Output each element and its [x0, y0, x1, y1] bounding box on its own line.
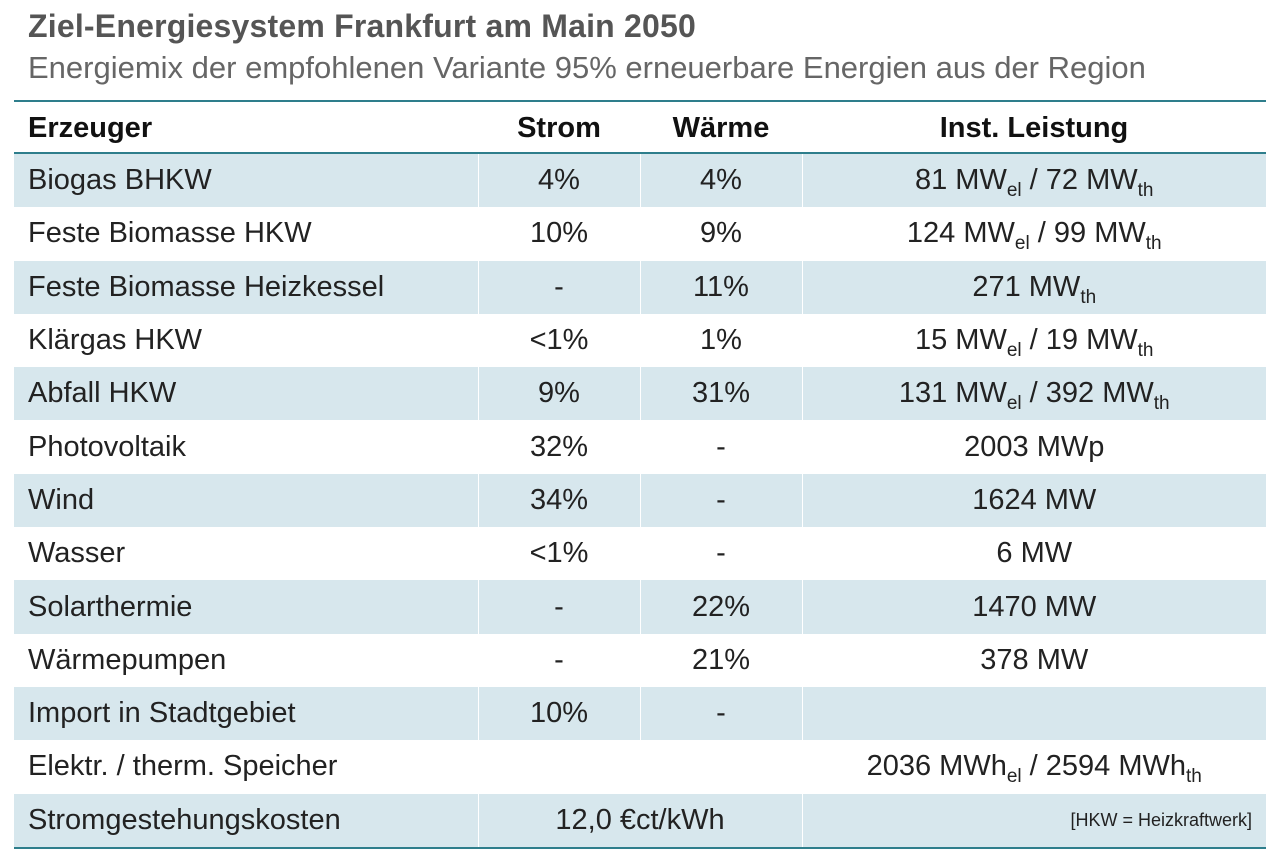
- header-waerme: Wärme: [640, 104, 802, 154]
- leistung-th-value: 19 MW: [1045, 324, 1138, 357]
- producer-cell: Feste Biomasse Heizkessel: [14, 260, 478, 314]
- producer-cell: Import in Stadtgebiet: [14, 686, 478, 741]
- leistung-separator: /: [1029, 217, 1054, 250]
- strom-cell: <1%: [477, 527, 640, 581]
- leistung-th-sub: th: [1137, 340, 1154, 362]
- table-row: Wasser <1% - 6 MW: [14, 527, 1266, 581]
- leistung-cell: 124 MWel / 99 MWth: [801, 207, 1266, 261]
- strom-cell: 10%: [477, 207, 640, 261]
- producer-cell: Wind: [14, 473, 478, 528]
- table-row: Solarthermie - 22% 1470 MW: [14, 580, 1266, 634]
- waerme-cell: -: [639, 473, 802, 528]
- leistung-cell: 15 MWel / 19 MWth: [801, 313, 1266, 368]
- header-strom: Strom: [478, 104, 640, 154]
- table-row: Wind 34% - 1624 MW: [14, 473, 1266, 528]
- cost-label: Stromgestehungskosten: [14, 793, 478, 849]
- abbreviation-note: [HKW = Heizkraftwerk]: [801, 793, 1266, 849]
- leistung-el-value: 124 MW: [906, 217, 1015, 250]
- leistung-cell: 1470 MW: [801, 580, 1266, 634]
- leistung-el-sub: el: [1006, 340, 1022, 362]
- waerme-cell: 31%: [639, 367, 802, 421]
- top-divider: [14, 100, 1266, 102]
- leistung-th-sub: th: [1137, 180, 1154, 202]
- waerme-cell: 21%: [639, 633, 802, 687]
- strom-cell: 10%: [477, 686, 640, 741]
- table-row: Feste Biomasse Heizkessel - 11% 271 MWth: [14, 260, 1266, 314]
- leistung-cell: 6 MW: [801, 527, 1266, 581]
- table-row: Klärgas HKW <1% 1% 15 MWel / 19 MWth: [14, 313, 1266, 368]
- strom-cell: 4%: [477, 153, 640, 208]
- leistung-el-sub: el: [1006, 766, 1022, 788]
- leistung-el-sub: el: [1006, 180, 1022, 202]
- strom-cell: <1%: [477, 313, 640, 368]
- leistung-th-value: 271 MW: [972, 270, 1081, 303]
- page-subtitle: Energiemix der empfohlenen Variante 95% …: [28, 50, 1146, 85]
- table-row: Feste Biomasse HKW 10% 9% 124 MWel / 99 …: [14, 207, 1266, 261]
- producer-cell: Klärgas HKW: [28, 324, 203, 357]
- leistung-separator: /: [1021, 377, 1046, 410]
- header-row: Erzeuger Strom Wärme Inst. Leistung: [14, 104, 1266, 154]
- leistung-th-value: 392 MW: [1045, 377, 1154, 410]
- leistung-el-value: 15 MW: [914, 324, 1007, 357]
- waerme-cell: -: [639, 686, 802, 741]
- leistung-th-value: 99 MW: [1053, 217, 1146, 250]
- leistung-separator: /: [1021, 324, 1046, 357]
- table-row: Biogas BHKW 4% 4% 81 MWel / 72 MWth: [14, 153, 1266, 208]
- strom-cell: 34%: [477, 473, 640, 528]
- strom-cell: 9%: [477, 367, 640, 421]
- producer-cell: Wasser: [28, 537, 126, 570]
- producer-cell: Biogas BHKW: [14, 153, 478, 208]
- leistung-th-value: 72 MW: [1045, 164, 1138, 197]
- leistung-el-value: 2036 MWh: [866, 750, 1007, 783]
- table-row: Abfall HKW 9% 31% 131 MWel / 392 MWth: [14, 367, 1266, 421]
- leistung-separator: /: [1021, 164, 1046, 197]
- leistung-el-value: 131 MW: [898, 377, 1007, 410]
- leistung-cell: 378 MW: [801, 633, 1266, 687]
- producer-cell: Feste Biomasse HKW: [28, 217, 312, 250]
- waerme-cell: 1%: [639, 313, 802, 368]
- leistung-cell: 131 MWel / 392 MWth: [801, 367, 1266, 421]
- waerme-cell: 11%: [639, 260, 802, 314]
- leistung-cell: 271 MWth: [801, 260, 1266, 314]
- header-leistung: Inst. Leistung: [802, 104, 1266, 154]
- leistung-cell: 2003 MWp: [801, 420, 1266, 474]
- leistung-separator: /: [1021, 750, 1046, 783]
- page-title: Ziel-Energiesystem Frankfurt am Main 205…: [28, 8, 696, 44]
- leistung-th-value: 2594 MWh: [1045, 750, 1187, 783]
- cost-value: 12,0 €ct/kWh: [477, 793, 802, 849]
- leistung-th-sub: th: [1145, 233, 1162, 255]
- storage-row: Elektr. / therm. Speicher 2036 MWhel / 2…: [14, 740, 1266, 794]
- strom-cell: -: [477, 633, 640, 687]
- producer-cell: Solarthermie: [14, 580, 478, 634]
- waerme-cell: -: [639, 420, 802, 474]
- waerme-cell: 9%: [639, 207, 802, 261]
- storage-leistung-cell: 2036 MWhel / 2594 MWhth: [801, 740, 1266, 794]
- leistung-th-sub: th: [1080, 286, 1097, 308]
- storage-label: Elektr. / therm. Speicher: [28, 750, 338, 783]
- table-row: Wärmepumpen - 21% 378 MW: [14, 633, 1266, 687]
- strom-cell: 32%: [477, 420, 640, 474]
- leistung-th-sub: th: [1153, 393, 1170, 415]
- table-row: Import in Stadtgebiet 10% -: [14, 686, 1266, 741]
- leistung-el-sub: el: [1014, 233, 1030, 255]
- waerme-cell: -: [639, 527, 802, 581]
- leistung-el-sub: el: [1006, 393, 1022, 415]
- energy-mix-table: Erzeuger Strom Wärme Inst. Leistung Biog…: [14, 104, 1266, 849]
- table-row: Photovoltaik 32% - 2003 MWp: [14, 420, 1266, 474]
- leistung-cell: 1624 MW: [801, 473, 1266, 528]
- leistung-cell: 81 MWel / 72 MWth: [801, 153, 1266, 208]
- producer-cell: Photovoltaik: [28, 430, 186, 463]
- leistung-th-sub: th: [1186, 766, 1202, 788]
- producer-cell: Wärmepumpen: [28, 643, 227, 676]
- leistung-cell: [801, 686, 1266, 741]
- cost-row: Stromgestehungskosten 12,0 €ct/kWh [HKW …: [14, 793, 1266, 849]
- waerme-cell: 4%: [639, 153, 802, 208]
- header-producer: Erzeuger: [14, 104, 478, 154]
- strom-cell: -: [477, 580, 640, 634]
- leistung-el-value: 81 MW: [914, 164, 1007, 197]
- producer-cell: Abfall HKW: [14, 367, 478, 421]
- waerme-cell: 22%: [639, 580, 802, 634]
- strom-cell: -: [477, 260, 640, 314]
